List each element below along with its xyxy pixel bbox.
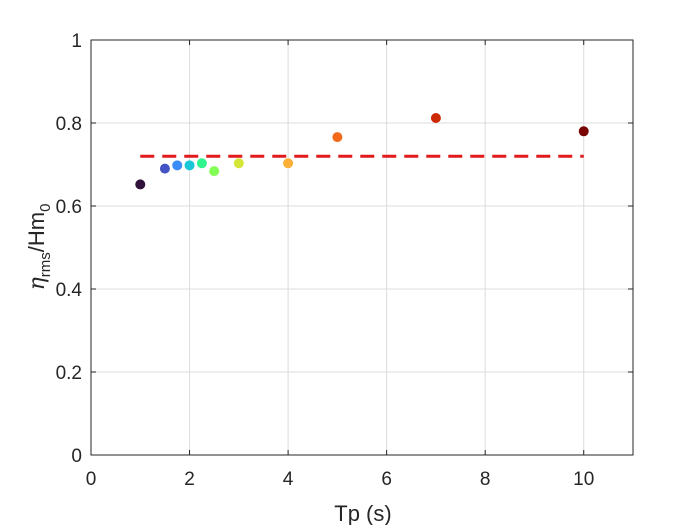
y-tick-label: 0.4 — [56, 280, 83, 301]
data-point — [159, 163, 170, 174]
data-point — [209, 166, 220, 177]
y-tick-label: 0.2 — [56, 363, 82, 384]
x-tick-label: 4 — [283, 469, 294, 490]
y-tick-label: 0 — [71, 446, 82, 467]
data-point — [233, 158, 244, 169]
plot-frame — [90, 39, 634, 456]
y-tick-label: 0.6 — [56, 197, 82, 218]
data-point — [332, 132, 343, 143]
data-point — [196, 158, 207, 169]
data-point — [135, 179, 146, 190]
data-point — [430, 113, 441, 124]
data-point — [578, 126, 589, 137]
x-tick-label: 0 — [86, 469, 97, 490]
axis-ticks: 0 2 4 6 8 10 0 0.2 0.4 0.6 0.8 1 — [56, 31, 633, 490]
y-axis-label-symbol-subscript: rms — [37, 252, 54, 277]
x-tick-label: 10 — [573, 469, 594, 490]
x-tick-label: 2 — [184, 469, 195, 490]
data-points — [135, 113, 589, 190]
y-axis-label-symbol: η — [25, 277, 50, 290]
data-point — [283, 158, 294, 169]
y-axis-label: ηrms/Hm0 — [24, 204, 54, 291]
data-point — [184, 160, 195, 171]
data-point — [172, 160, 183, 171]
y-tick-label: 0.8 — [56, 114, 82, 135]
y-axis-label-rest-subscript: 0 — [37, 204, 54, 212]
x-axis-label: Tp (s) — [334, 501, 391, 525]
y-axis-label-rest: /Hm — [24, 212, 49, 252]
y-tick-label: 1 — [71, 31, 82, 52]
x-tick-label: 8 — [480, 469, 491, 490]
x-tick-label: 6 — [381, 469, 392, 490]
